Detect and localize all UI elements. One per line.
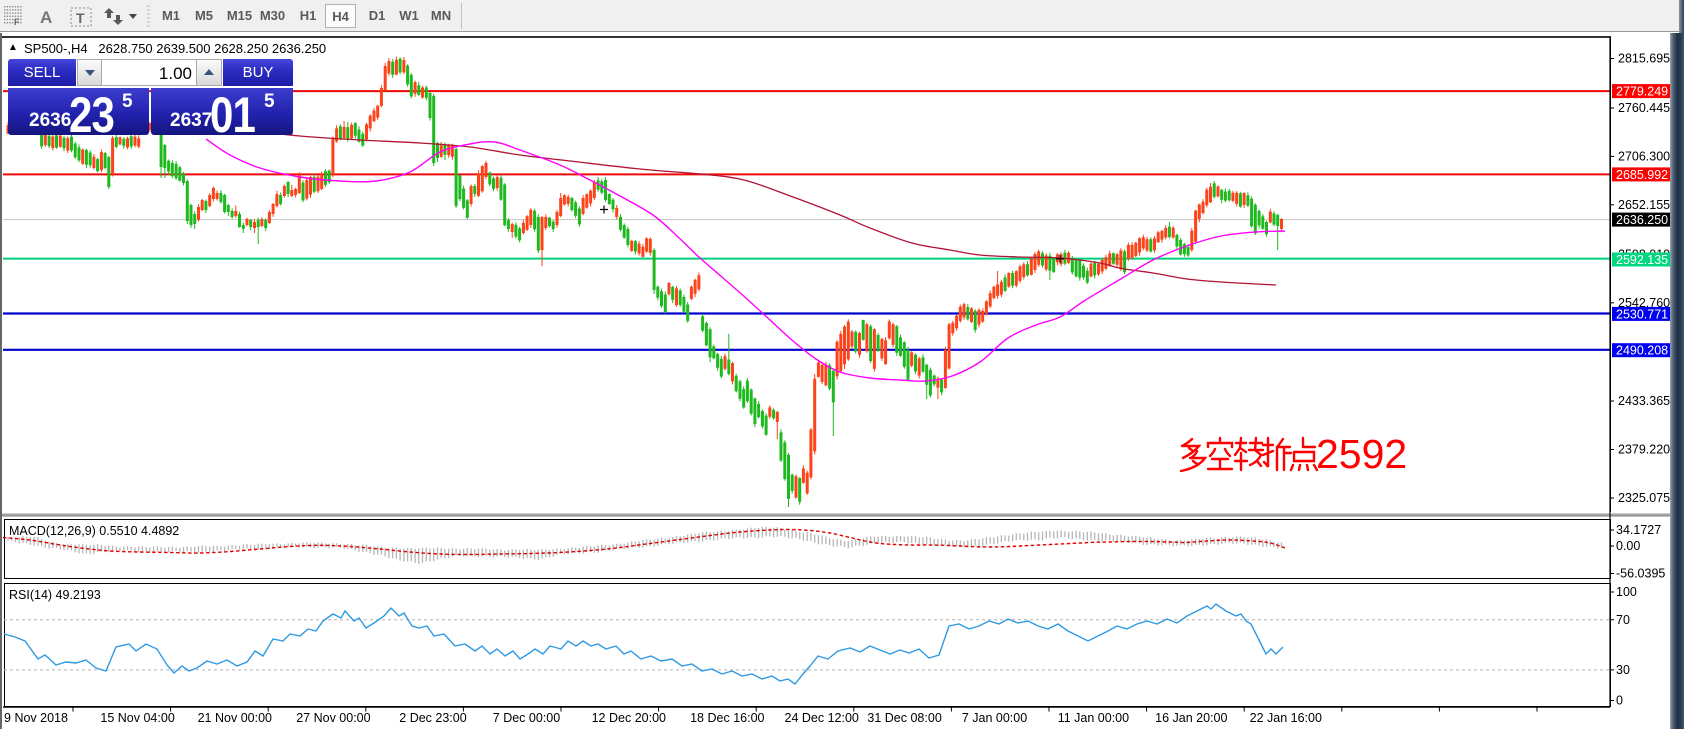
svg-text:2815.695: 2815.695	[1618, 52, 1670, 66]
svg-text:27 Nov 00:00: 27 Nov 00:00	[296, 711, 370, 725]
svg-text:2530.771: 2530.771	[1616, 307, 1668, 321]
svg-text:18 Dec 16:00: 18 Dec 16:00	[690, 711, 764, 725]
svg-text:2 Dec 23:00: 2 Dec 23:00	[399, 711, 466, 725]
svg-text:2433.365: 2433.365	[1618, 394, 1670, 408]
svg-text:21 Nov 00:00: 21 Nov 00:00	[198, 711, 272, 725]
svg-text:0: 0	[1616, 694, 1623, 708]
svg-text:15 Nov 04:00: 15 Nov 04:00	[100, 711, 174, 725]
svg-text:22 Jan 16:00: 22 Jan 16:00	[1250, 711, 1322, 725]
svg-text:16 Jan 20:00: 16 Jan 20:00	[1155, 711, 1227, 725]
svg-text:A: A	[40, 8, 52, 27]
svg-text:2592.135: 2592.135	[1616, 253, 1668, 267]
svg-text:7 Dec 00:00: 7 Dec 00:00	[493, 711, 560, 725]
svg-text:24 Dec 12:00: 24 Dec 12:00	[785, 711, 859, 725]
svg-text:7 Jan 00:00: 7 Jan 00:00	[962, 711, 1027, 725]
svg-text:30: 30	[1616, 663, 1630, 677]
svg-text:34.1727: 34.1727	[1616, 523, 1661, 537]
svg-text:2636.250: 2636.250	[1616, 213, 1668, 227]
svg-text:2706.300: 2706.300	[1618, 150, 1670, 164]
svg-text:2592: 2592	[1316, 431, 1407, 477]
svg-text:2652.155: 2652.155	[1618, 198, 1670, 212]
svg-text:70: 70	[1616, 613, 1630, 627]
svg-text:2379.220: 2379.220	[1618, 443, 1670, 457]
svg-text:2779.249: 2779.249	[1616, 85, 1668, 99]
svg-text:-56.0395: -56.0395	[1616, 567, 1665, 581]
svg-text:11 Jan 00:00: 11 Jan 00:00	[1058, 711, 1129, 725]
svg-text:2760.445: 2760.445	[1618, 101, 1670, 115]
svg-text:T: T	[76, 10, 85, 26]
svg-text:12 Dec 20:00: 12 Dec 20:00	[592, 711, 666, 725]
svg-text:2685.992: 2685.992	[1616, 168, 1668, 182]
svg-text:9 Nov 2018: 9 Nov 2018	[4, 711, 68, 725]
svg-text:0.00: 0.00	[1616, 539, 1640, 553]
svg-text:F: F	[14, 17, 20, 27]
svg-text:31 Dec 08:00: 31 Dec 08:00	[867, 711, 941, 725]
svg-text:2542.760: 2542.760	[1618, 296, 1670, 310]
svg-text:100: 100	[1616, 585, 1637, 599]
svg-text:2490.208: 2490.208	[1616, 344, 1668, 358]
svg-text:2325.075: 2325.075	[1618, 491, 1670, 505]
